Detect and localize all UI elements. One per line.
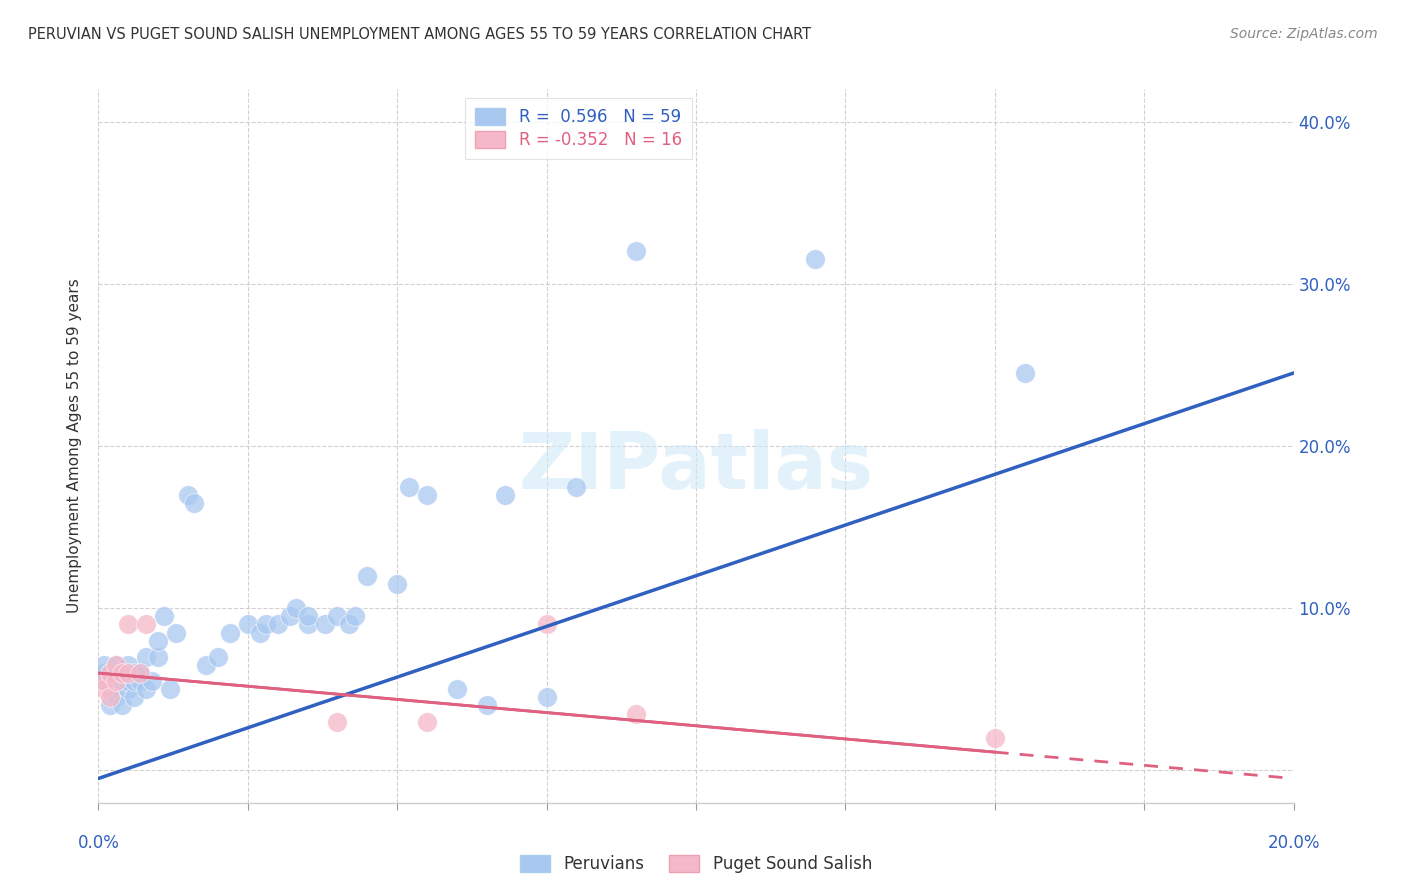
Text: 20.0%: 20.0% xyxy=(1267,834,1320,852)
Point xyxy=(385,577,409,591)
Point xyxy=(105,674,128,689)
Point xyxy=(297,609,319,624)
Point xyxy=(315,617,337,632)
Point xyxy=(93,657,115,672)
Point xyxy=(475,698,498,713)
Point xyxy=(536,617,558,632)
Point xyxy=(124,690,146,705)
Point xyxy=(416,714,439,729)
Point xyxy=(1014,366,1036,380)
Point xyxy=(135,682,157,697)
Text: ZIPatlas: ZIPatlas xyxy=(519,429,873,506)
Point xyxy=(105,690,128,705)
Point xyxy=(626,706,648,721)
Point xyxy=(297,617,319,632)
Point xyxy=(141,674,163,689)
Point xyxy=(267,617,290,632)
Point xyxy=(804,252,827,267)
Point xyxy=(93,674,115,689)
Text: 0.0%: 0.0% xyxy=(77,834,120,852)
Point xyxy=(117,617,139,632)
Point xyxy=(339,617,360,632)
Point xyxy=(135,649,157,664)
Point xyxy=(129,674,152,689)
Point xyxy=(100,666,122,681)
Point xyxy=(100,690,122,705)
Point xyxy=(111,666,134,681)
Point xyxy=(117,682,139,697)
Point xyxy=(984,731,1007,745)
Point xyxy=(105,657,128,672)
Point xyxy=(356,568,378,582)
Point xyxy=(93,674,115,689)
Point xyxy=(93,666,115,681)
Point xyxy=(129,666,152,681)
Point xyxy=(111,666,134,681)
Point xyxy=(494,488,516,502)
Point xyxy=(207,649,229,664)
Legend: Peruvians, Puget Sound Salish: Peruvians, Puget Sound Salish xyxy=(513,848,879,880)
Point xyxy=(249,625,271,640)
Point xyxy=(117,666,139,681)
Point xyxy=(129,666,152,681)
Point xyxy=(117,657,139,672)
Point xyxy=(135,617,157,632)
Point xyxy=(177,488,200,502)
Point xyxy=(284,601,307,615)
Point xyxy=(100,682,122,697)
Point xyxy=(105,657,128,672)
Point xyxy=(398,479,420,493)
Text: Source: ZipAtlas.com: Source: ZipAtlas.com xyxy=(1230,27,1378,41)
Point xyxy=(183,496,205,510)
Point xyxy=(153,609,176,624)
Text: PERUVIAN VS PUGET SOUND SALISH UNEMPLOYMENT AMONG AGES 55 TO 59 YEARS CORRELATIO: PERUVIAN VS PUGET SOUND SALISH UNEMPLOYM… xyxy=(28,27,811,42)
Point xyxy=(124,666,146,681)
Point xyxy=(100,674,122,689)
Point xyxy=(536,690,558,705)
Point xyxy=(100,698,122,713)
Point xyxy=(446,682,468,697)
Point xyxy=(236,617,259,632)
Point xyxy=(159,682,181,697)
Point xyxy=(105,674,128,689)
Point xyxy=(326,609,349,624)
Point xyxy=(254,617,277,632)
Point xyxy=(93,682,115,697)
Point xyxy=(111,698,134,713)
Point xyxy=(165,625,187,640)
Point xyxy=(626,244,648,259)
Point xyxy=(565,479,588,493)
Point xyxy=(100,666,122,681)
Y-axis label: Unemployment Among Ages 55 to 59 years: Unemployment Among Ages 55 to 59 years xyxy=(67,278,83,614)
Point xyxy=(278,609,301,624)
Point xyxy=(344,609,367,624)
Point xyxy=(105,666,128,681)
Point xyxy=(148,649,170,664)
Point xyxy=(148,633,170,648)
Point xyxy=(326,714,349,729)
Point xyxy=(111,674,134,689)
Point xyxy=(416,488,439,502)
Point xyxy=(219,625,242,640)
Point xyxy=(124,674,146,689)
Point xyxy=(195,657,218,672)
Point xyxy=(117,674,139,689)
